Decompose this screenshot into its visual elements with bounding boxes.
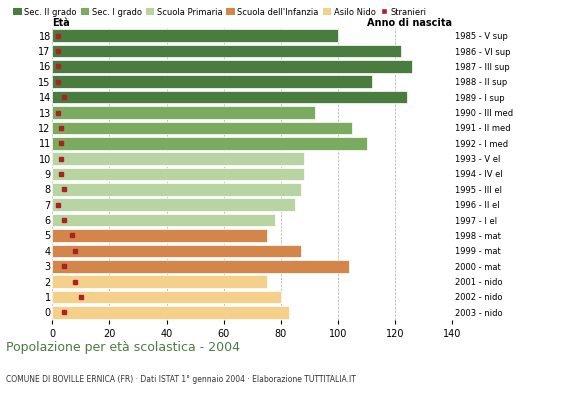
Bar: [52, 29, 338, 42]
Bar: [52, 76, 372, 88]
Bar: [52, 106, 315, 119]
Bar: [52, 152, 304, 165]
Text: Età: Età: [52, 18, 70, 28]
Text: COMUNE DI BOVILLE ERNICA (FR) · Dati ISTAT 1° gennaio 2004 · Elaborazione TUTTIT: COMUNE DI BOVILLE ERNICA (FR) · Dati IST…: [6, 375, 356, 384]
Text: Anno di nascita: Anno di nascita: [367, 18, 452, 28]
Bar: [52, 214, 275, 226]
Bar: [52, 275, 267, 288]
Bar: [52, 183, 301, 196]
Bar: [52, 60, 412, 73]
Bar: [52, 122, 353, 134]
Bar: [52, 45, 401, 57]
Bar: [52, 244, 301, 257]
Legend: Sec. II grado, Sec. I grado, Scuola Primaria, Scuola dell'Infanzia, Asilo Nido, : Sec. II grado, Sec. I grado, Scuola Prim…: [10, 4, 430, 20]
Bar: [52, 229, 267, 242]
Bar: [52, 137, 367, 150]
Bar: [52, 306, 289, 319]
Bar: [52, 198, 295, 211]
Bar: [52, 291, 281, 303]
Text: Popolazione per età scolastica - 2004: Popolazione per età scolastica - 2004: [6, 341, 240, 354]
Bar: [52, 168, 304, 180]
Bar: [52, 260, 350, 272]
Bar: [52, 91, 407, 104]
